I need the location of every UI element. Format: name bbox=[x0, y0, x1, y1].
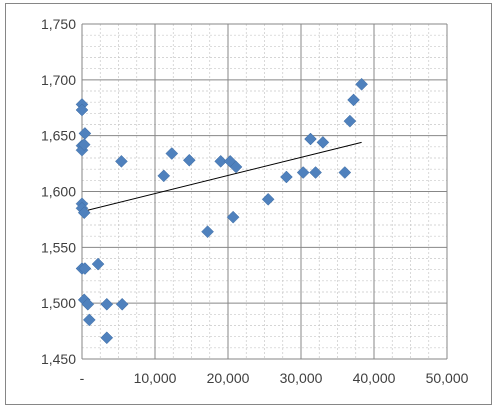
x-tick-label: 50,000 bbox=[426, 370, 469, 386]
minor-gridlines bbox=[82, 24, 447, 359]
data-point bbox=[82, 313, 96, 327]
data-point bbox=[214, 154, 228, 168]
data-point bbox=[81, 297, 95, 311]
data-point bbox=[229, 160, 243, 174]
data-point bbox=[309, 166, 322, 179]
data-point bbox=[261, 192, 275, 206]
data-point bbox=[77, 206, 91, 220]
data-point bbox=[100, 297, 114, 311]
y-tick-label: 1,550 bbox=[41, 239, 76, 255]
trendline bbox=[81, 141, 362, 213]
data-point bbox=[115, 297, 129, 311]
y-tick-label: 1,600 bbox=[41, 184, 76, 200]
data-point bbox=[343, 114, 357, 128]
trendline-group bbox=[81, 141, 362, 213]
data-point bbox=[75, 103, 89, 117]
data-point bbox=[226, 210, 240, 224]
data-point bbox=[115, 154, 128, 168]
x-tick-label: 30,000 bbox=[280, 370, 323, 386]
data-point bbox=[201, 225, 214, 239]
data-point bbox=[296, 166, 310, 179]
y-tick-label: 1,700 bbox=[41, 72, 76, 88]
data-point bbox=[355, 77, 368, 91]
data-point bbox=[347, 93, 360, 107]
y-tick-label: 1,650 bbox=[41, 128, 76, 144]
data-point bbox=[182, 153, 196, 167]
x-tick-label: - bbox=[80, 370, 85, 386]
data-point bbox=[78, 262, 92, 275]
data-point bbox=[91, 257, 105, 271]
x-tick-labels: - 10,000 20,000 30,000 40,000 50,000 bbox=[80, 370, 469, 386]
data-point bbox=[165, 147, 179, 160]
y-tick-labels: 1,450 1,500 1,550 1,600 1,650 1,700 1,750 bbox=[41, 16, 76, 367]
data-point bbox=[157, 169, 171, 183]
data-point bbox=[77, 138, 91, 151]
y-tick-label: 1,750 bbox=[41, 16, 76, 32]
x-tick-label: 40,000 bbox=[353, 370, 396, 386]
data-points bbox=[75, 77, 368, 345]
data-point bbox=[280, 170, 293, 184]
y-tick-label: 1,500 bbox=[41, 295, 76, 311]
data-point bbox=[338, 166, 352, 179]
data-point bbox=[100, 331, 114, 345]
y-tick-label: 1,450 bbox=[41, 351, 76, 367]
x-tick-label: 20,000 bbox=[207, 370, 250, 386]
data-point bbox=[316, 136, 330, 149]
data-point bbox=[78, 127, 92, 140]
data-point bbox=[304, 132, 317, 146]
major-gridlines bbox=[81, 23, 448, 360]
x-tick-label: 10,000 bbox=[134, 370, 177, 386]
